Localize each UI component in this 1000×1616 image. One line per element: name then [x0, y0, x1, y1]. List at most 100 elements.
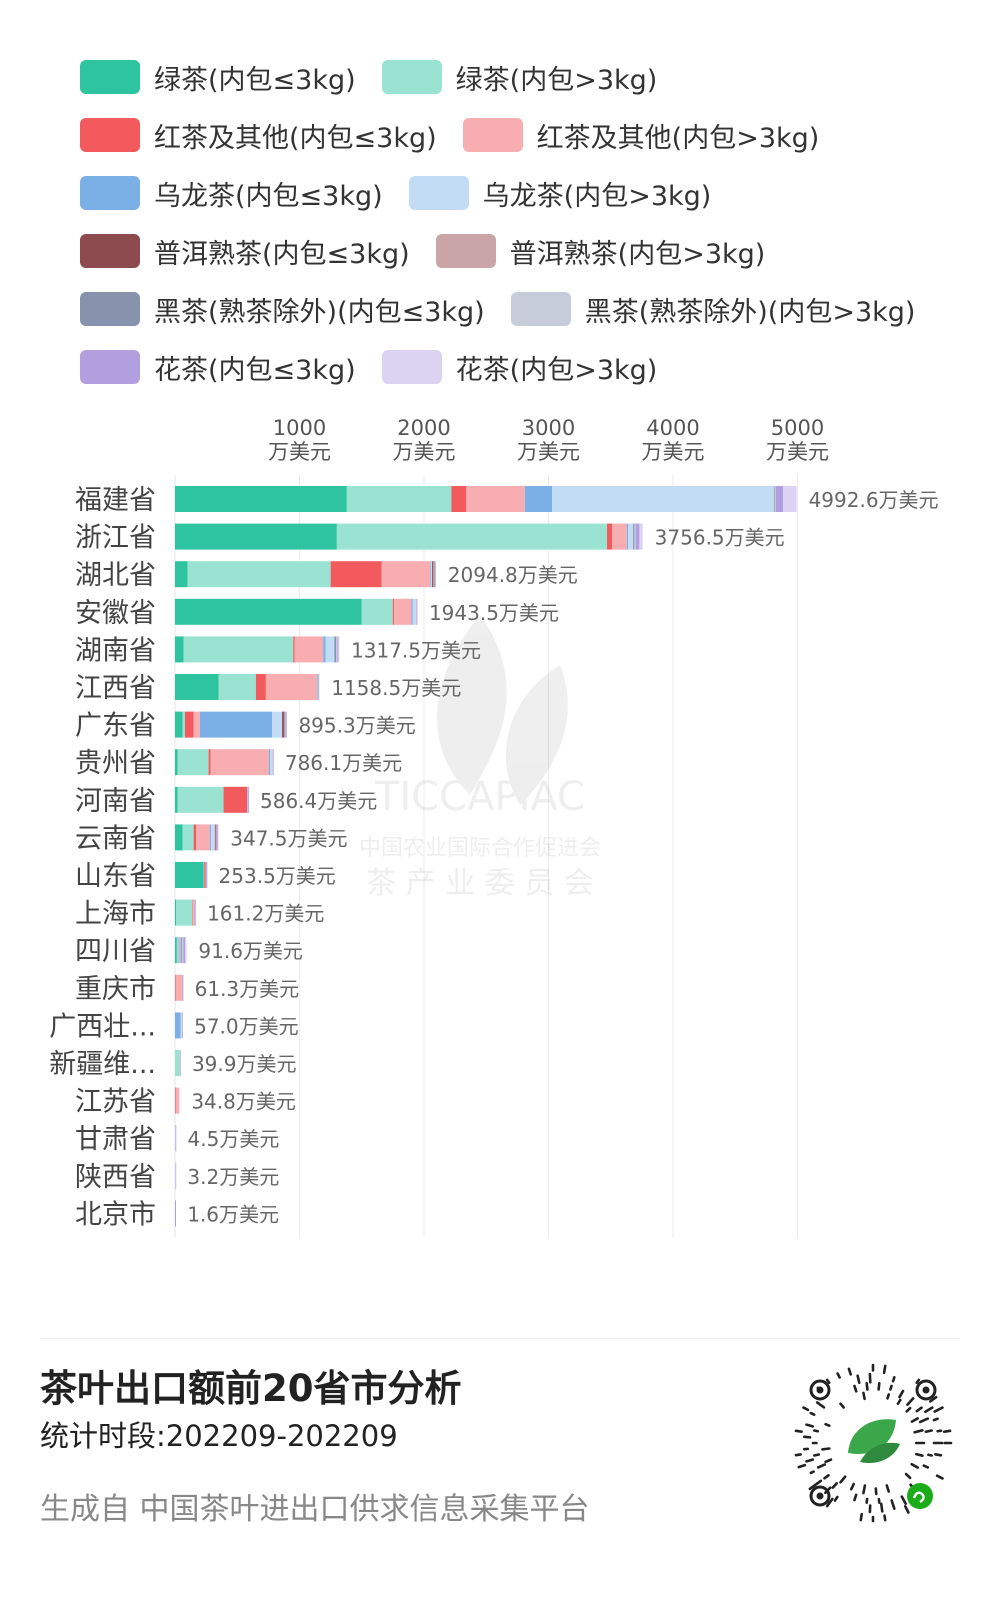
bar-row[interactable]: 甘肃省 4.5万美元: [75, 1124, 279, 1155]
bar-segment[interactable]: [175, 561, 188, 588]
bar-segment[interactable]: [392, 598, 395, 625]
bar-segment[interactable]: [187, 561, 331, 588]
bar-segment[interactable]: [184, 711, 194, 738]
bar-segment[interactable]: [211, 824, 215, 851]
bar-segment[interactable]: [175, 974, 176, 1001]
bar-segment[interactable]: [175, 862, 204, 888]
qr-code-icon[interactable]: [788, 1358, 958, 1528]
bar-segment[interactable]: [181, 1012, 183, 1039]
bar-segment[interactable]: [330, 561, 382, 588]
bar-segment[interactable]: [175, 824, 183, 851]
bar-segment[interactable]: [635, 523, 640, 550]
bar-segment[interactable]: [192, 899, 195, 926]
bar-segment[interactable]: [210, 749, 269, 776]
bar-segment[interactable]: [206, 862, 208, 888]
bar-segment[interactable]: [175, 636, 184, 663]
bar-segment[interactable]: [179, 1050, 181, 1076]
bar-segment[interactable]: [175, 711, 183, 738]
bar-row[interactable]: 山东省 253.5万美元: [75, 861, 336, 892]
legend-item[interactable]: 红茶及其他(内包≤3kg): [80, 116, 437, 155]
bar-segment[interactable]: [265, 674, 317, 700]
bar-segment[interactable]: [175, 786, 178, 813]
bar-segment[interactable]: [524, 486, 553, 512]
bar-segment[interactable]: [175, 1125, 177, 1152]
bar-segment[interactable]: [294, 636, 324, 663]
bar-segment[interactable]: [183, 937, 186, 964]
bar-segment[interactable]: [325, 636, 335, 663]
bar-segment[interactable]: [282, 711, 284, 738]
bar-row[interactable]: 贵州省 786.1万美元: [75, 748, 402, 779]
bar-segment[interactable]: [185, 937, 187, 964]
bar-row[interactable]: 湖北省 2094.8万美元: [75, 560, 578, 591]
bar-segment[interactable]: [317, 674, 319, 700]
bar-segment[interactable]: [611, 523, 627, 550]
bar-segment[interactable]: [176, 937, 179, 964]
bar-segment[interactable]: [293, 636, 295, 663]
bar-row[interactable]: 江苏省 34.8万美元: [75, 1087, 296, 1118]
bar-segment[interactable]: [216, 824, 218, 851]
bar-segment[interactable]: [346, 486, 452, 512]
legend-item[interactable]: 花茶(内包>3kg): [381, 348, 657, 387]
legend-item[interactable]: 红茶及其他(内包>3kg): [462, 116, 819, 155]
bar-segment[interactable]: [285, 711, 287, 738]
bar-segment[interactable]: [338, 636, 340, 663]
bar-row[interactable]: 江西省 1158.5万美元: [75, 673, 461, 704]
bar-segment[interactable]: [774, 486, 776, 512]
bar-segment[interactable]: [411, 598, 413, 625]
bar-row[interactable]: 福建省 4992.6万美元: [75, 485, 939, 516]
bar-segment[interactable]: [196, 824, 210, 851]
bar-segment[interactable]: [451, 486, 467, 512]
bar-segment[interactable]: [208, 749, 211, 776]
bar-segment[interactable]: [223, 786, 248, 813]
bar-row[interactable]: 安徽省 1943.5万美元: [75, 598, 559, 629]
bar-segment[interactable]: [283, 711, 285, 738]
bar-segment[interactable]: [394, 598, 412, 625]
bar-segment[interactable]: [175, 899, 193, 926]
bar-segment[interactable]: [416, 598, 418, 625]
legend-item[interactable]: 绿茶(内包>3kg): [381, 58, 657, 97]
bar-segment[interactable]: [316, 674, 318, 700]
bar-row[interactable]: 上海市 161.2万美元: [75, 899, 324, 930]
bar-segment[interactable]: [607, 523, 612, 550]
bar-segment[interactable]: [361, 598, 393, 625]
bar-segment[interactable]: [433, 561, 435, 588]
bar-segment[interactable]: [194, 899, 196, 926]
bar-segment[interactable]: [175, 1012, 181, 1039]
bar-row[interactable]: 云南省 347.5万美元: [75, 823, 348, 854]
bar-segment[interactable]: [175, 523, 337, 550]
bar-segment[interactable]: [182, 974, 184, 1001]
bar-row[interactable]: 陕西省 3.2万美元: [75, 1162, 279, 1193]
bar-segment[interactable]: [626, 523, 629, 550]
bar-segment[interactable]: [175, 1087, 176, 1114]
bar-segment[interactable]: [193, 824, 197, 851]
bar-segment[interactable]: [381, 561, 431, 588]
bar-row[interactable]: 湖南省 1317.5万美元: [75, 635, 481, 666]
bar-segment[interactable]: [204, 862, 206, 888]
legend-item[interactable]: 花茶(内包≤3kg): [80, 348, 356, 387]
bar-segment[interactable]: [179, 937, 181, 964]
bar-segment[interactable]: [180, 937, 182, 964]
bar-segment[interactable]: [175, 974, 183, 1001]
bar-segment[interactable]: [182, 711, 185, 738]
bar-segment[interactable]: [214, 824, 216, 851]
bar-segment[interactable]: [255, 674, 266, 700]
bar-segment[interactable]: [209, 824, 212, 851]
bar-segment[interactable]: [634, 523, 636, 550]
bar-segment[interactable]: [215, 824, 217, 851]
bar-segment[interactable]: [272, 711, 283, 738]
bar-segment[interactable]: [218, 674, 256, 700]
bar-segment[interactable]: [175, 598, 362, 625]
bar-segment[interactable]: [336, 523, 608, 550]
bar-segment[interactable]: [203, 862, 205, 888]
bar-segment[interactable]: [177, 786, 224, 813]
legend-item[interactable]: 乌龙茶(内包>3kg): [408, 174, 711, 213]
bar-segment[interactable]: [175, 937, 177, 964]
bar-row[interactable]: 四川省 91.6万美元: [75, 936, 303, 967]
bar-segment[interactable]: [181, 937, 184, 964]
bar-segment[interactable]: [175, 1162, 177, 1189]
bar-segment[interactable]: [412, 598, 417, 625]
legend-item[interactable]: 乌龙茶(内包≤3kg): [80, 174, 383, 213]
bar-segment[interactable]: [178, 937, 180, 964]
bar-segment[interactable]: [178, 937, 180, 964]
legend-item[interactable]: 普洱熟茶(内包>3kg): [435, 232, 765, 271]
